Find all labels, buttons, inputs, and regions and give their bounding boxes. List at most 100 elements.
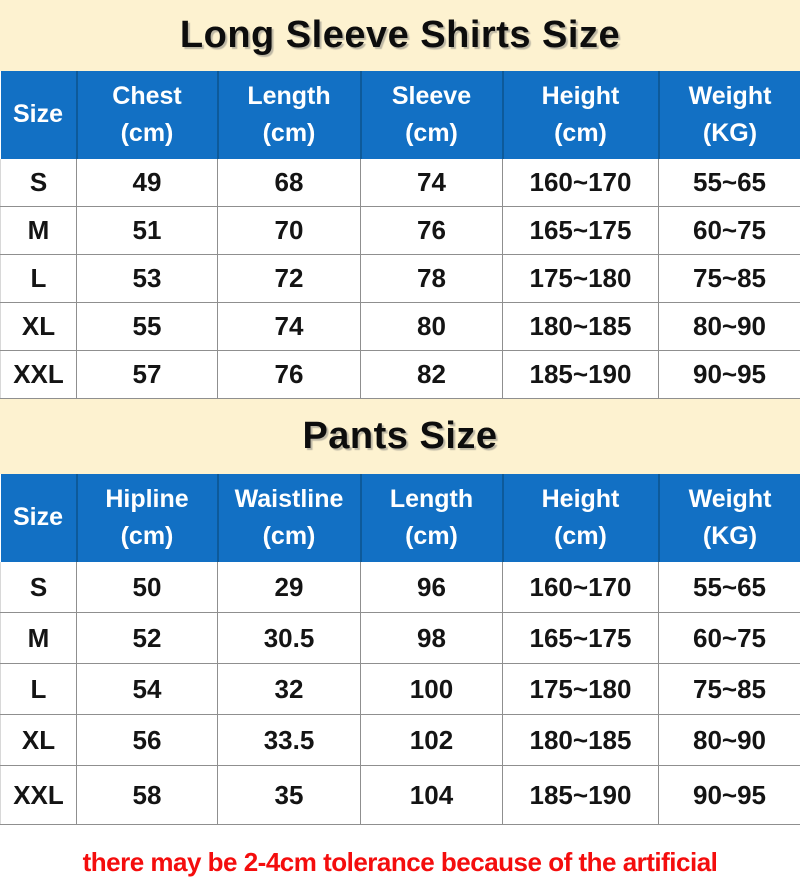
table-row: L 53 72 78 175~180 75~85 xyxy=(0,254,800,303)
col-header-label: Hipline xyxy=(105,484,189,513)
table-cell: 55~65 xyxy=(658,159,800,207)
table-cell: 185~190 xyxy=(502,765,659,825)
table-cell: 32 xyxy=(217,663,361,715)
col-header-height: Height (cm) xyxy=(501,71,659,159)
col-header-unit: (cm) xyxy=(120,119,174,147)
col-header-chest: Chest (cm) xyxy=(75,71,218,159)
pants-title: Pants Size xyxy=(302,415,498,457)
col-header-unit: (cm) xyxy=(405,119,458,147)
table-cell: 53 xyxy=(76,254,218,303)
table-cell: 180~185 xyxy=(502,714,659,766)
table-cell: 160~170 xyxy=(502,159,659,207)
table-cell: 78 xyxy=(360,254,503,303)
table-row: M 52 30.5 98 165~175 60~75 xyxy=(0,612,800,664)
size-cell: XL xyxy=(0,302,77,351)
table-cell: 58 xyxy=(76,765,218,825)
table-row: XL 56 33.5 102 180~185 80~90 xyxy=(0,714,800,766)
table-cell: 50 xyxy=(76,562,218,613)
size-cell: L xyxy=(0,663,77,715)
size-cell: S xyxy=(0,159,77,207)
col-header-unit: (cm) xyxy=(120,522,174,550)
size-cell: M xyxy=(0,206,77,255)
shirts-title-banner: Long Sleeve Shirts Size xyxy=(0,0,800,71)
table-cell: 102 xyxy=(360,714,503,766)
pants-title-banner: Pants Size xyxy=(0,399,800,474)
table-cell: 29 xyxy=(217,562,361,613)
col-header-weight: Weight (KG) xyxy=(657,474,800,562)
pants-header-row: Size Hipline (cm) Waistline (cm) Length (cm… xyxy=(0,474,800,562)
col-header-size: Size xyxy=(0,71,77,159)
table-cell: 175~180 xyxy=(502,254,659,303)
table-cell: 70 xyxy=(217,206,361,255)
size-cell: XL xyxy=(0,714,77,766)
col-header-height: Height (cm) xyxy=(501,474,659,562)
table-cell: 185~190 xyxy=(502,350,659,399)
table-cell: 76 xyxy=(217,350,361,399)
size-cell: M xyxy=(0,612,77,664)
col-header-length: Length (cm) xyxy=(359,474,503,562)
col-header-label: Length xyxy=(389,484,474,513)
col-header-label: Waistline xyxy=(234,484,344,513)
table-cell: 30.5 xyxy=(217,612,361,664)
table-cell: 56 xyxy=(76,714,218,766)
col-header-label: Sleeve xyxy=(391,81,472,110)
table-cell: 60~75 xyxy=(658,612,800,664)
table-cell: 72 xyxy=(217,254,361,303)
table-cell: 90~95 xyxy=(658,350,800,399)
col-header-unit: (cm) xyxy=(262,522,316,550)
pants-size-table: Size Hipline (cm) Waistline (cm) Length (cm… xyxy=(0,474,800,825)
table-cell: 80~90 xyxy=(658,714,800,766)
table-row: XL 55 74 80 180~185 80~90 xyxy=(0,302,800,351)
col-header-label: Chest xyxy=(112,81,182,110)
table-cell: 54 xyxy=(76,663,218,715)
table-cell: 55 xyxy=(76,302,218,351)
col-header-waistline: Waistline (cm) xyxy=(216,474,361,562)
shirts-header-row: Size Chest (cm) Length (cm) Sleeve (cm) Hei… xyxy=(0,71,800,159)
col-header-label: Size xyxy=(12,100,64,129)
table-cell: 75~85 xyxy=(658,254,800,303)
col-header-unit: (KG) xyxy=(702,522,758,550)
table-cell: 160~170 xyxy=(502,562,659,613)
table-cell: 104 xyxy=(360,765,503,825)
size-cell: L xyxy=(0,254,77,303)
size-cell: S xyxy=(0,562,77,613)
size-cell: XXL xyxy=(0,350,77,399)
col-header-size: Size xyxy=(0,474,77,562)
table-cell: 75~85 xyxy=(658,663,800,715)
shirts-size-table: Size Chest (cm) Length (cm) Sleeve (cm) Hei… xyxy=(0,71,800,399)
table-cell: 80~90 xyxy=(658,302,800,351)
table-cell: 74 xyxy=(360,159,503,207)
table-row: M 51 70 76 165~175 60~75 xyxy=(0,206,800,255)
table-row: S 50 29 96 160~170 55~65 xyxy=(0,562,800,613)
table-row: L 54 32 100 175~180 75~85 xyxy=(0,663,800,715)
table-cell: 49 xyxy=(76,159,218,207)
col-header-label: Weight xyxy=(688,81,772,110)
table-cell: 98 xyxy=(360,612,503,664)
table-cell: 76 xyxy=(360,206,503,255)
table-cell: 82 xyxy=(360,350,503,399)
table-cell: 165~175 xyxy=(502,612,659,664)
table-row: S 49 68 74 160~170 55~65 xyxy=(0,159,800,207)
col-header-label: Height xyxy=(541,484,620,513)
table-cell: 52 xyxy=(76,612,218,664)
table-cell: 100 xyxy=(360,663,503,715)
col-header-label: Weight xyxy=(688,484,772,513)
col-header-unit: (cm) xyxy=(554,522,607,550)
col-header-label: Length xyxy=(247,81,331,110)
col-header-hipline: Hipline (cm) xyxy=(75,474,218,562)
table-cell: 55~65 xyxy=(658,562,800,613)
size-cell: XXL xyxy=(0,765,77,825)
col-header-length: Length (cm) xyxy=(216,71,361,159)
table-cell: 90~95 xyxy=(658,765,800,825)
table-cell: 165~175 xyxy=(502,206,659,255)
table-cell: 68 xyxy=(217,159,361,207)
table-cell: 74 xyxy=(217,302,361,351)
col-header-unit: (cm) xyxy=(405,522,458,550)
table-cell: 33.5 xyxy=(217,714,361,766)
table-cell: 175~180 xyxy=(502,663,659,715)
table-cell: 35 xyxy=(217,765,361,825)
col-header-unit: (cm) xyxy=(554,119,607,147)
table-cell: 180~185 xyxy=(502,302,659,351)
table-cell: 60~75 xyxy=(658,206,800,255)
